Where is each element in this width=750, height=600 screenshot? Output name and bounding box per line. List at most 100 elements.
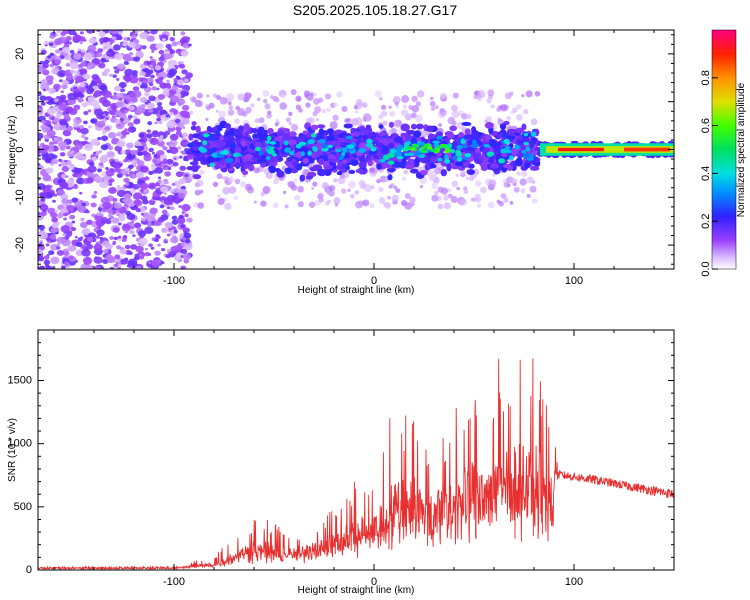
heatmap-cell [516, 171, 521, 176]
heatmap-cell [199, 156, 206, 162]
heatmap-cell [406, 145, 413, 150]
heatmap-cell [178, 178, 186, 185]
heatmap-cell [111, 217, 120, 224]
heatmap-cell [234, 178, 241, 185]
heatmap-cell [318, 128, 324, 135]
heatmap-cell [414, 151, 422, 156]
heatmap-cell [401, 109, 409, 117]
heatmap-cell [113, 202, 122, 209]
heatmap-cell [157, 137, 164, 143]
heatmap-cell [411, 95, 418, 102]
heatmap-cell [96, 120, 106, 128]
heatmap-cell [96, 212, 102, 217]
heatmap-cell [434, 190, 439, 196]
heatmap-cell [38, 265, 45, 269]
heatmap-cell [430, 96, 434, 100]
heatmap-cell [112, 240, 117, 244]
heatmap-cell [241, 170, 249, 176]
heatmap-cell [144, 226, 154, 235]
heatmap-cell [329, 184, 336, 192]
heatmap-cell [429, 163, 435, 169]
heatmap-cell [455, 173, 459, 177]
heatmap-cell [190, 125, 197, 131]
snr-x-axis-label: Height of straight line (km) [298, 585, 415, 596]
heatmap-cell [160, 185, 169, 193]
heatmap-cell [74, 106, 80, 111]
heatmap-cell [384, 201, 391, 209]
heatmap-cell [456, 157, 463, 162]
heatmap-cell [50, 227, 57, 234]
heatmap-cell [333, 178, 338, 183]
heatmap-cell [59, 152, 66, 157]
x-tick-label: -100 [163, 275, 185, 287]
heatmap-cell [355, 99, 363, 106]
heatmap-cell [402, 104, 407, 109]
heatmap-cell [75, 75, 84, 83]
heatmap-cell [126, 99, 132, 103]
heatmap-cell [450, 196, 458, 204]
heatmap-cell [72, 100, 76, 104]
heatmap-cell [127, 122, 134, 127]
heatmap-cell [81, 245, 86, 249]
heatmap-cell [250, 103, 255, 108]
heatmap-cell [123, 99, 128, 102]
heatmap-cell [169, 133, 179, 141]
heatmap-cell [129, 229, 135, 235]
heatmap-cell [262, 90, 270, 97]
heatmap-cell [507, 183, 511, 188]
heatmap-cell [79, 191, 83, 195]
heatmap-cell [88, 37, 97, 44]
heatmap-cell [124, 68, 134, 77]
heatmap-cell [42, 69, 50, 76]
heatmap-cell [102, 248, 109, 254]
heatmap-cell [367, 159, 374, 167]
heatmap-cell [149, 184, 155, 189]
heatmap-cell [164, 171, 172, 177]
heatmap-cell [409, 168, 419, 174]
heatmap-cell [291, 161, 299, 167]
heatmap-cell [410, 123, 417, 130]
heatmap-cell [317, 168, 327, 177]
heatmap-cell [43, 255, 50, 260]
heatmap-cell [442, 194, 449, 201]
heatmap-cell [158, 34, 163, 38]
heatmap-cell [474, 158, 482, 164]
heatmap-cell [155, 43, 164, 50]
heatmap-cell [151, 130, 160, 138]
heatmap-cell [95, 235, 100, 239]
heatmap-cell [348, 169, 356, 174]
heatmap-cell [403, 152, 409, 157]
y-tick-label: 0 [26, 564, 32, 576]
heatmap-cell [463, 189, 469, 195]
heatmap-cell [75, 92, 82, 98]
heatmap-cell [266, 113, 272, 119]
heatmap-cell [461, 144, 469, 149]
heatmap-cell [169, 236, 179, 244]
heatmap-cell [133, 118, 141, 125]
heatmap-cell [308, 138, 316, 144]
heatmap-cell [365, 143, 372, 148]
heatmap-cell [64, 261, 70, 266]
heatmap-cell [187, 43, 192, 47]
heatmap-cell [97, 48, 104, 53]
heatmap-cell [153, 154, 158, 158]
heatmap-cell [310, 124, 319, 131]
heatmap-cell [162, 87, 170, 93]
heatmap-cell [112, 74, 117, 78]
heatmap-cell [108, 179, 113, 183]
heatmap-cell [45, 167, 54, 174]
heatmap-cell [146, 222, 153, 227]
heatmap-cell [388, 121, 395, 128]
heatmap-cell [324, 93, 332, 100]
heatmap-cell [143, 189, 148, 193]
heatmap-cell [496, 199, 501, 204]
heatmap-cell [376, 163, 382, 170]
heatmap-cell [217, 197, 225, 206]
heatmap-cell [394, 101, 399, 106]
heatmap-cell [376, 178, 381, 184]
heatmap-cell [84, 242, 88, 246]
heatmap-cell [87, 65, 92, 68]
heatmap-cell [54, 38, 63, 46]
heatmap-cell [80, 236, 84, 239]
